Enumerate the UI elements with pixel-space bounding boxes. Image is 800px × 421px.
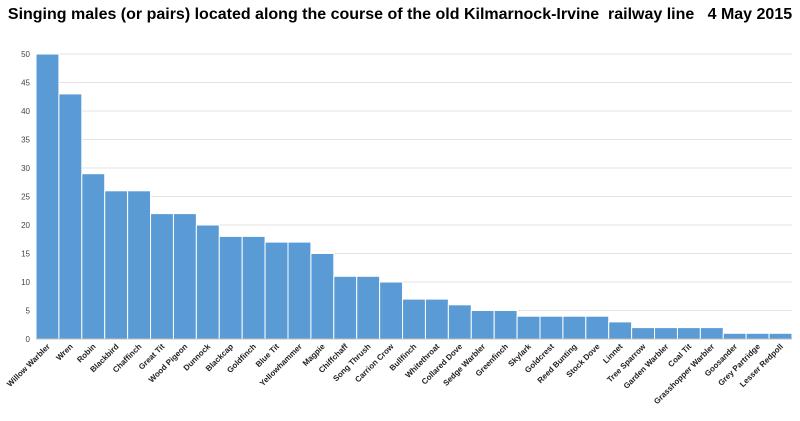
bar bbox=[333, 275, 358, 340]
bar bbox=[676, 327, 701, 340]
bar bbox=[172, 213, 197, 340]
bar bbox=[379, 281, 404, 340]
bar bbox=[127, 190, 152, 340]
bar bbox=[539, 315, 564, 340]
bar bbox=[218, 235, 243, 340]
bar bbox=[722, 332, 747, 340]
bar bbox=[195, 224, 220, 340]
category-labels: Willow Warbler Wren RobinBlackbirdChaffinc… bbox=[5, 342, 785, 407]
bar bbox=[356, 275, 381, 340]
bar bbox=[470, 310, 495, 340]
y-tick-label: 5 bbox=[26, 307, 31, 316]
y-tick-label: 10 bbox=[21, 278, 30, 287]
bar bbox=[768, 332, 793, 340]
bar bbox=[81, 173, 106, 340]
y-tick-label: 50 bbox=[21, 50, 30, 59]
bar bbox=[608, 321, 633, 340]
bar bbox=[264, 241, 289, 340]
bar bbox=[424, 298, 449, 340]
bar bbox=[699, 327, 724, 340]
bar bbox=[493, 310, 518, 340]
bar bbox=[35, 53, 60, 340]
bar bbox=[631, 327, 656, 340]
y-tick-labels: 0 5 10 15 20 25 30 35 40 45 50 bbox=[21, 50, 30, 344]
category-label: Willow Warbler bbox=[5, 342, 52, 389]
bar bbox=[585, 315, 610, 340]
y-tick-label: 40 bbox=[21, 107, 30, 116]
bars bbox=[35, 53, 793, 340]
category-label: Lesser Redpoll bbox=[738, 342, 785, 389]
y-tick-label: 35 bbox=[21, 136, 30, 145]
bar bbox=[447, 304, 472, 340]
bar bbox=[310, 253, 335, 340]
bar bbox=[562, 315, 587, 340]
bar bbox=[287, 241, 312, 340]
bar bbox=[402, 298, 426, 340]
bar bbox=[745, 332, 770, 340]
y-tick-label: 15 bbox=[21, 250, 30, 259]
chart-title: Singing males (or pairs) located along t… bbox=[7, 6, 793, 23]
y-tick-label: 20 bbox=[21, 221, 30, 230]
bar bbox=[104, 190, 129, 340]
category-label: Yellowhammer bbox=[258, 342, 304, 388]
y-tick-label: 0 bbox=[26, 335, 31, 344]
bar bbox=[654, 327, 678, 340]
bar bbox=[241, 235, 266, 340]
category-label: Wren bbox=[54, 342, 74, 362]
bar bbox=[150, 213, 174, 340]
bar bbox=[516, 315, 541, 340]
bar bbox=[58, 93, 83, 340]
y-tick-label: 30 bbox=[21, 164, 30, 173]
y-tick-label: 25 bbox=[21, 193, 30, 202]
y-tick-label: 45 bbox=[21, 79, 30, 88]
